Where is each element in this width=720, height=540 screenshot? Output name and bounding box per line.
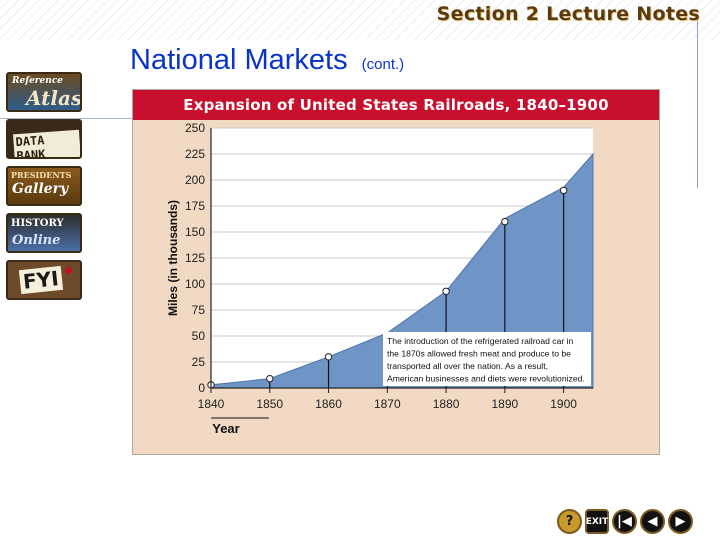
annotation-box <box>383 332 591 386</box>
exit-button[interactable]: EXIT <box>585 509 609 534</box>
x-tick-label: 1850 <box>256 397 283 411</box>
chart-title: Expansion of United States Railroads, 18… <box>133 90 659 120</box>
x-tick-label: 1880 <box>433 397 460 411</box>
fyi-label: FYI <box>18 265 63 295</box>
x-tick-label: 1890 <box>491 397 518 411</box>
reference-atlas-button[interactable]: Reference Atlas <box>6 72 82 112</box>
fyi-dot-icon <box>65 267 72 274</box>
y-tick-label: 225 <box>185 147 205 161</box>
annotation-text-line: The introduction of the refrigerated rai… <box>387 336 574 346</box>
page-title: National Markets (cont.) <box>130 44 404 77</box>
y-tick-label: 50 <box>192 329 206 343</box>
sidebar: Reference Atlas DATA BANK PRESIDENTS Gal… <box>6 72 86 307</box>
page-subtitle: (cont.) <box>361 56 405 73</box>
y-tick-label: 200 <box>185 173 205 187</box>
y-axis-label: Miles (in thousands) <box>166 200 180 316</box>
data-point <box>442 287 450 295</box>
x-tick-label: 1900 <box>550 397 577 411</box>
data-bank-label: DATA BANK <box>13 129 80 157</box>
y-tick-label: 75 <box>192 303 206 317</box>
slide-navigation: ? EXIT |◀ ◀ ▶ <box>557 509 693 535</box>
x-tick-label: 1840 <box>198 397 225 411</box>
section-label: Section 2 Lecture Notes <box>436 3 700 25</box>
y-tick-label: 0 <box>198 381 205 395</box>
data-point <box>324 353 333 361</box>
y-tick-label: 100 <box>185 277 205 291</box>
data-point <box>266 374 274 383</box>
chart-frame: Expansion of United States Railroads, 18… <box>132 89 660 455</box>
railroad-area-chart: 0 25 50 75 100 125 150 175 200 225 250 1840 1850 1860… <box>166 121 594 436</box>
reference-atlas-label-top: Reference <box>12 76 64 86</box>
x-axis-label: Year <box>212 421 239 436</box>
history-online-button[interactable]: HISTORY Online <box>6 213 82 253</box>
history-online-label-top: HISTORY <box>11 218 64 229</box>
y-tick-label: 125 <box>185 251 205 265</box>
decorative-line-horizontal <box>0 118 132 119</box>
annotation-text-line: the 1870s allowed fresh meat and produce… <box>387 349 571 359</box>
help-button[interactable]: ? <box>557 509 582 534</box>
previous-slide-button[interactable]: ◀ <box>640 509 665 534</box>
y-tick-label: 175 <box>185 199 205 213</box>
history-online-label: Online <box>12 233 61 248</box>
data-point <box>559 186 568 195</box>
annotation-text-line: American businesses and diets were revol… <box>387 374 585 384</box>
y-tick-label: 150 <box>185 225 205 239</box>
decorative-line-vertical <box>697 18 698 188</box>
x-tick-label: 1860 <box>315 397 342 411</box>
first-slide-button[interactable]: |◀ <box>612 509 637 534</box>
presidents-gallery-label-top: PRESIDENTS <box>11 170 72 180</box>
page-title-text: National Markets <box>130 44 348 76</box>
y-tick-label: 250 <box>185 121 205 135</box>
data-bank-button[interactable]: DATA BANK <box>6 119 82 159</box>
presidents-gallery-button[interactable]: PRESIDENTS Gallery <box>6 166 82 206</box>
fyi-button[interactable]: FYI <box>6 260 82 300</box>
header-stripes <box>0 0 720 40</box>
reference-atlas-label: Atlas <box>26 86 82 110</box>
y-tick-label: 25 <box>192 355 206 369</box>
annotation-text-line: transported all over the nation. As a re… <box>387 361 548 371</box>
next-slide-button[interactable]: ▶ <box>668 509 693 534</box>
x-tick-label: 1870 <box>374 397 401 411</box>
data-point <box>501 217 509 226</box>
presidents-gallery-label: Gallery <box>12 181 69 197</box>
